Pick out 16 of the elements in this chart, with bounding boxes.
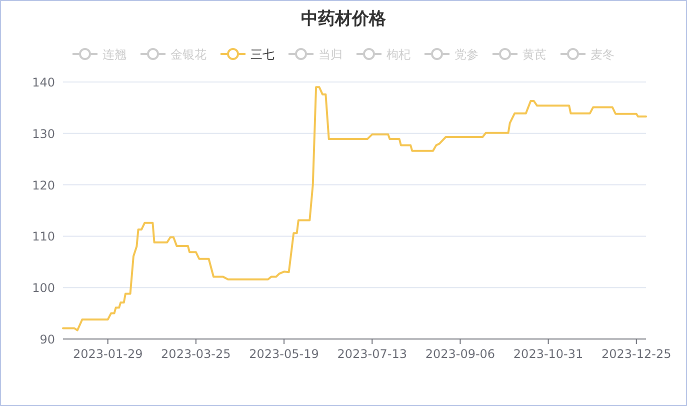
y-tick-label: 90 xyxy=(40,332,55,346)
y-tick-label: 120 xyxy=(32,178,55,192)
x-tick-label: 2023-03-25 xyxy=(161,347,231,361)
x-tick-label: 2023-09-06 xyxy=(425,347,496,361)
x-tick-label: 2023-05-19 xyxy=(249,347,319,361)
x-tick-label: 2023-07-13 xyxy=(337,347,407,361)
legend-label: 三七 xyxy=(250,48,274,62)
y-tick-label: 110 xyxy=(32,230,55,244)
x-tick-label: 2023-10-31 xyxy=(513,347,584,361)
x-tick-label: 2023-01-29 xyxy=(72,347,143,361)
x-tick-label: 2023-12-25 xyxy=(602,347,672,361)
y-tick-label: 100 xyxy=(32,281,55,296)
line-series xyxy=(62,86,647,332)
y-tick-label: 130 xyxy=(32,126,55,141)
chart-title: 中药材价格 xyxy=(301,9,387,29)
y-tick-label: 140 xyxy=(32,76,55,90)
